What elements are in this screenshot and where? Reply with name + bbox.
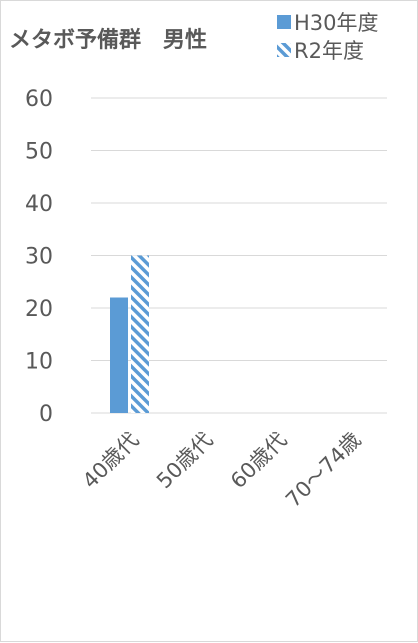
bar-R2年度-40歳代 xyxy=(131,255,149,413)
legend-swatch xyxy=(277,43,291,57)
y-axis-ticks: 0 10 20 30 40 50 60 xyxy=(25,87,53,427)
legend-label: R2年度 xyxy=(294,39,364,63)
legend-swatch xyxy=(277,15,291,29)
y-tick-label: 20 xyxy=(25,297,53,322)
x-category-label: 50歳代 xyxy=(152,428,218,494)
y-tick-label: 60 xyxy=(25,87,53,112)
y-tick-label: 50 xyxy=(25,140,53,165)
y-tick-label: 30 xyxy=(25,245,53,270)
legend-label: H30年度 xyxy=(294,11,379,35)
y-tick-label: 0 xyxy=(39,402,53,427)
legend: H30年度 R2年度 xyxy=(277,11,379,63)
x-category-label: 40歳代 xyxy=(78,428,144,494)
chart-title: メタボ予備群 男性 xyxy=(9,27,207,53)
y-tick-label: 40 xyxy=(25,192,53,217)
y-tick-label: 10 xyxy=(25,350,53,375)
bar-H30年度-40歳代 xyxy=(110,297,128,413)
bars xyxy=(110,255,149,413)
x-category-label: 60歳代 xyxy=(226,428,292,494)
x-category-label: 70～74歳 xyxy=(281,428,365,512)
